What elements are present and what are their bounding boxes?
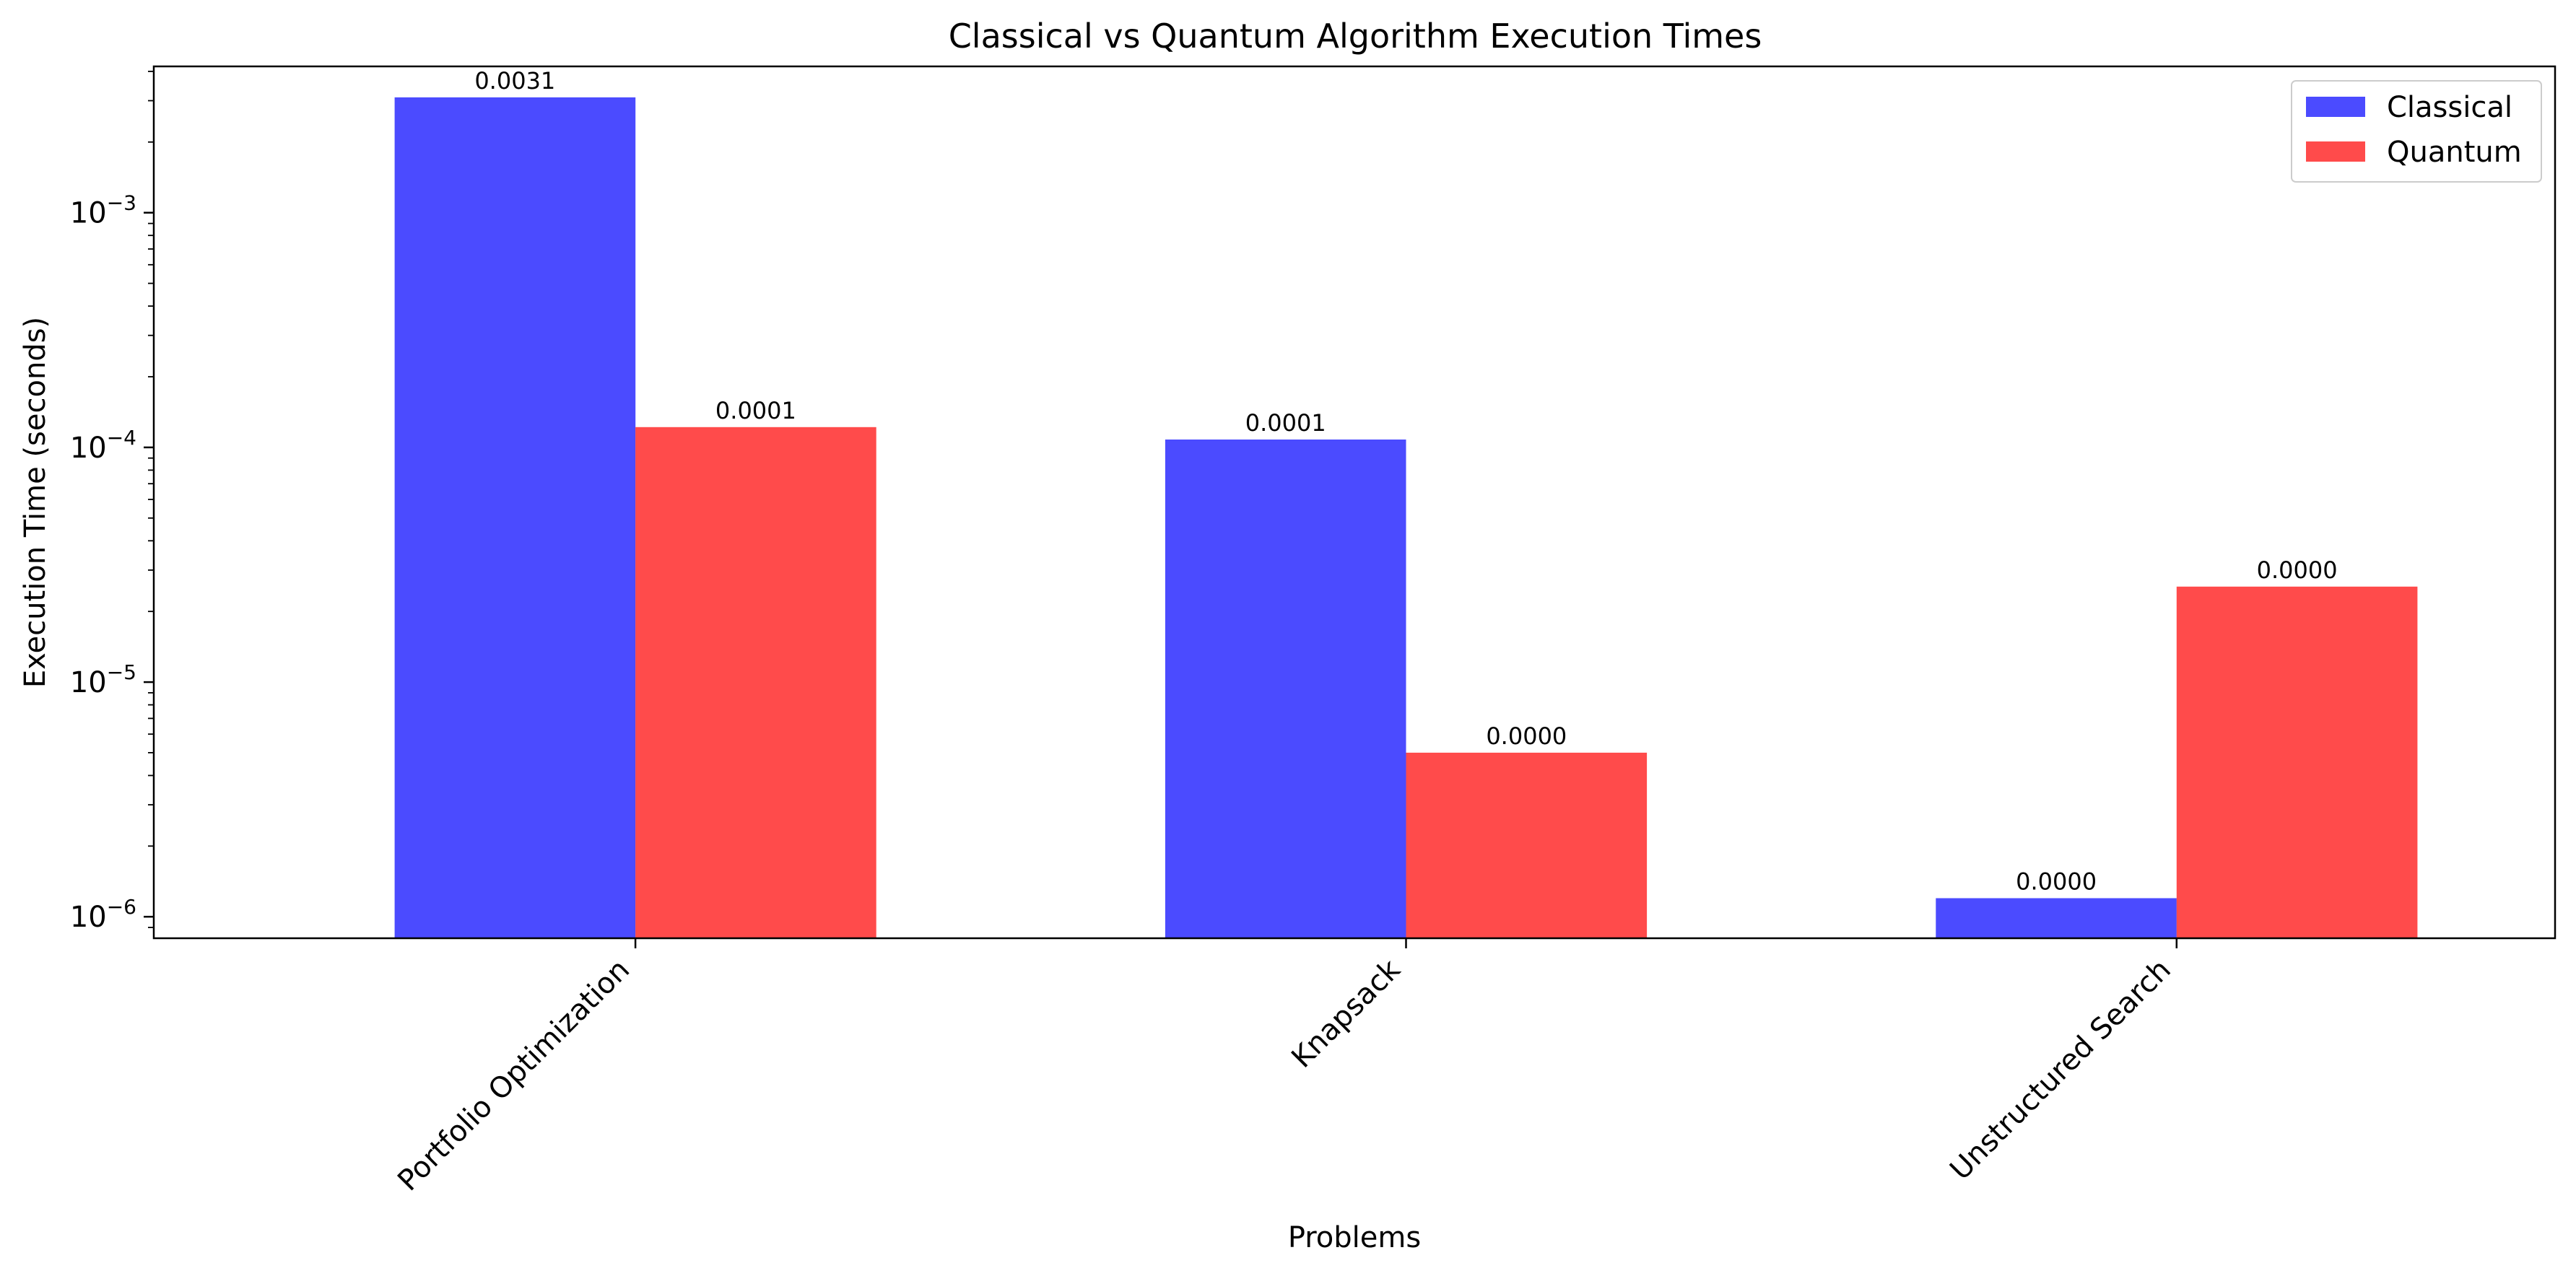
x-axis: Portfolio Optimization Knapsack Unstructur… xyxy=(391,938,2178,1198)
x-tick-label-portfolio-optimization: Portfolio Optimization xyxy=(391,953,636,1198)
bar-quantum-knapsack xyxy=(1406,752,1648,938)
legend-swatch-classical xyxy=(2306,97,2365,117)
legend: Classical Quantum xyxy=(2291,80,2542,183)
chart-title: Classical vs Quantum Algorithm Execution… xyxy=(949,17,1762,56)
bar-value-label: 0.0001 xyxy=(1245,409,1326,437)
bars-layer xyxy=(394,97,2418,938)
legend-label-quantum: Quantum xyxy=(2387,136,2522,169)
plot-frame xyxy=(152,65,2557,940)
y-tick-label: 10−6 xyxy=(70,895,136,934)
bar-classical-unstructured-search xyxy=(1936,898,2177,938)
y-axis: 10−6 10−5 10−4 10−3 xyxy=(70,71,154,934)
x-axis-label: Problems xyxy=(1288,1221,1421,1254)
bar-classical-knapsack xyxy=(1165,440,1406,938)
bar-value-label: 0.0000 xyxy=(2257,556,2338,584)
bar-value-label: 0.0000 xyxy=(2016,868,2097,896)
legend-swatch-quantum xyxy=(2306,141,2365,162)
y-tick-label: 10−5 xyxy=(70,660,136,699)
bar-quantum-unstructured-search xyxy=(2176,586,2418,938)
legend-label-classical: Classical xyxy=(2387,91,2512,124)
x-tick-label-knapsack: Knapsack xyxy=(1285,953,1407,1075)
bar-classical-portfolio-optimization xyxy=(394,97,636,938)
y-tick-label: 10−4 xyxy=(70,426,136,465)
x-tick-label-unstructured-search: Unstructured Search xyxy=(1944,953,2177,1187)
bar-value-label: 0.0031 xyxy=(474,67,555,95)
bar-value-label: 0.0000 xyxy=(1486,722,1567,750)
bar-value-label: 0.0001 xyxy=(715,397,796,424)
bar-labels-layer: 0.0031 0.0001 0.0000 0.0001 0.0000 0.0000 xyxy=(474,67,2337,896)
y-axis-label: Execution Time (seconds) xyxy=(19,317,52,688)
y-tick-label: 10−3 xyxy=(70,191,136,230)
bar-quantum-portfolio-optimization xyxy=(635,427,876,938)
